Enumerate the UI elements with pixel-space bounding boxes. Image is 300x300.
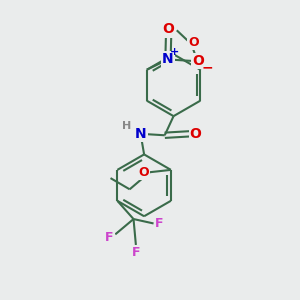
Text: O: O — [188, 36, 199, 49]
Text: O: O — [190, 127, 202, 141]
Text: O: O — [163, 22, 175, 36]
Text: −: − — [201, 60, 213, 74]
Text: H: H — [122, 122, 131, 131]
Text: +: + — [170, 47, 179, 57]
Text: O: O — [138, 166, 148, 179]
Text: F: F — [105, 231, 114, 244]
Text: N: N — [135, 127, 146, 141]
Text: O: O — [192, 54, 204, 68]
Text: N: N — [162, 52, 174, 67]
Text: F: F — [132, 245, 140, 259]
Text: F: F — [155, 217, 164, 230]
